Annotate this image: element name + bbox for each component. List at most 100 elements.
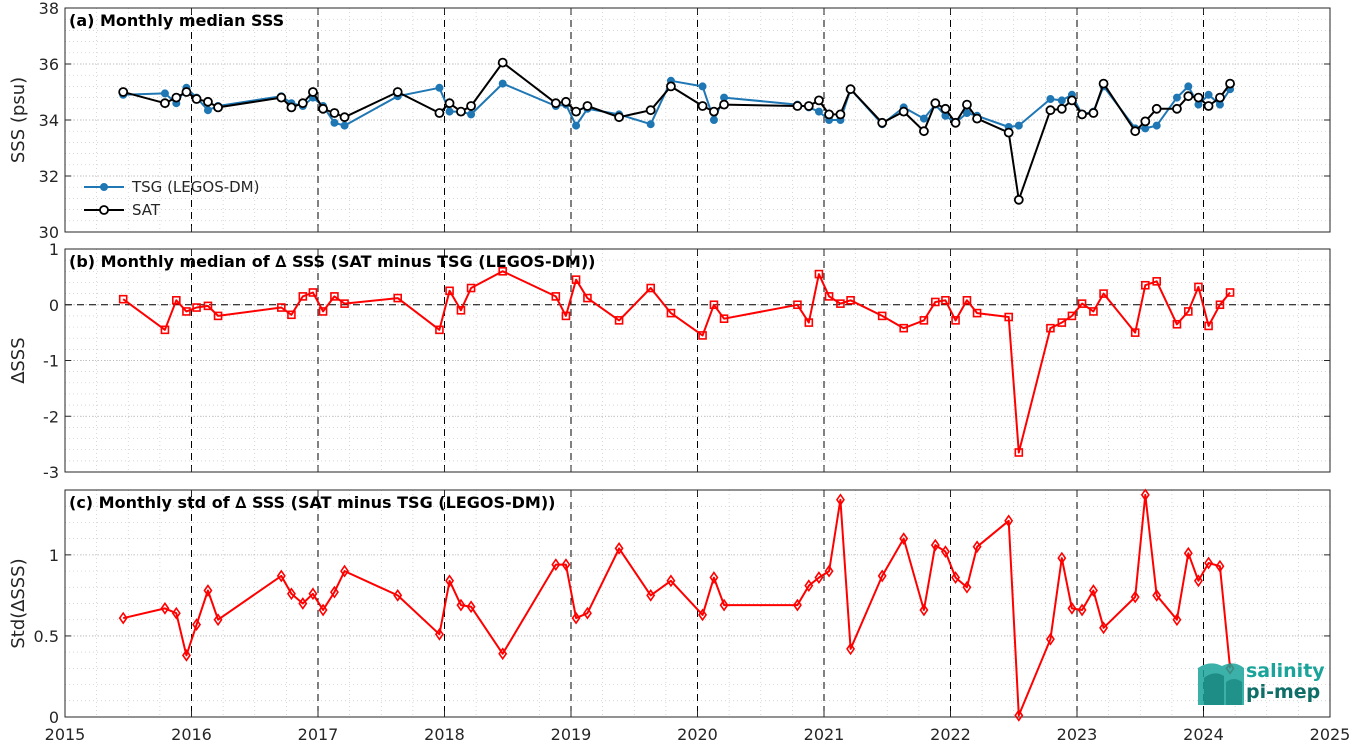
data-point [172,295,181,305]
data-point [182,307,191,316]
data-point [666,81,676,92]
data-point [551,292,561,301]
data-point [213,102,223,113]
data-point [298,292,308,301]
y-tick-label: -2 [43,407,59,426]
data-point [497,57,508,68]
data-point [330,118,339,127]
data-point [1204,90,1213,99]
data-point [646,588,656,602]
data-point [191,94,202,104]
data-point [972,308,982,318]
data-point [286,102,297,113]
data-point [1099,289,1108,298]
data-point [340,299,349,308]
data-point [181,87,192,97]
data-point [645,105,656,116]
data-point [276,92,287,103]
data-point [1088,108,1099,118]
data-point [340,564,350,578]
panel-title: (b) Monthly median of ∆ SSS (SAT minus T… [69,252,595,271]
data-point [962,99,972,110]
data-point [1057,96,1066,105]
y-tick-label: 30 [39,223,59,242]
x-tick-label: 2023 [1057,725,1098,744]
data-point [1172,93,1181,102]
data-point [1057,551,1067,565]
data-point [931,297,940,307]
data-point [940,103,951,114]
data-point [940,545,950,559]
data-point [572,121,581,130]
data-point [666,574,676,588]
y-tick-label: 36 [39,55,59,74]
data-point [318,603,328,617]
data-point [445,107,454,116]
data-point [804,579,814,593]
data-point [456,106,466,117]
data-point [1077,603,1087,617]
data-point [1045,105,1056,116]
data-point [435,325,444,335]
data-point [930,98,941,109]
data-point [550,98,561,109]
data-point [1088,584,1098,597]
panel-a: 30 32 34 36 38 SSS (psu) (a) Monthly median SS… [8,0,1331,242]
x-tick-label: 2016 [171,725,212,744]
data-point [1003,127,1014,138]
logo-line1: salinity [1246,660,1325,682]
data-point [793,300,802,310]
legend-label: TSG (LEGOS-DM) [131,178,259,196]
data-point [1172,613,1182,627]
data-point [972,540,982,554]
data-point [445,286,454,296]
data-point [899,532,909,546]
x-tick-label: 2025 [1310,725,1351,744]
data-point [962,580,972,594]
data-point [950,117,961,128]
data-point [698,82,707,91]
x-tick-label: 2024 [1183,725,1224,744]
data-point [1099,621,1109,635]
y-tick-label: 0.5 [34,627,59,646]
data-point [1194,282,1203,292]
logo-line2: pi-mep [1246,681,1320,703]
data-point [1215,559,1225,573]
data-point [846,295,855,305]
data-point [1184,82,1193,91]
data-point [877,569,887,583]
data-point [308,87,318,97]
data-point [329,108,340,118]
data-point [962,109,971,117]
data-point [1183,91,1194,102]
data-point [1056,103,1067,114]
data-point [445,574,455,588]
data-point [571,106,581,117]
data-point [1098,78,1109,89]
data-point [466,283,476,293]
data-point [899,323,908,333]
data-point [824,109,834,120]
data-point [582,606,592,620]
y-tick-label: -1 [43,352,59,371]
data-point [1046,95,1055,103]
data-point [213,311,223,321]
data-point [1140,488,1150,502]
data-point [203,584,213,597]
data-point [393,588,403,602]
data-point [646,283,655,293]
data-point [551,558,561,571]
data-point [160,601,170,615]
y-tick-label: 1 [49,546,59,565]
data-point [1004,312,1013,322]
data-point [919,114,928,123]
data-point [1203,101,1214,111]
y-tick-label: 0 [49,296,59,315]
data-point [719,314,729,323]
data-point [330,292,339,301]
data-point [1151,103,1162,114]
data-point [698,331,707,340]
data-point [392,87,403,97]
data-point [203,106,212,115]
